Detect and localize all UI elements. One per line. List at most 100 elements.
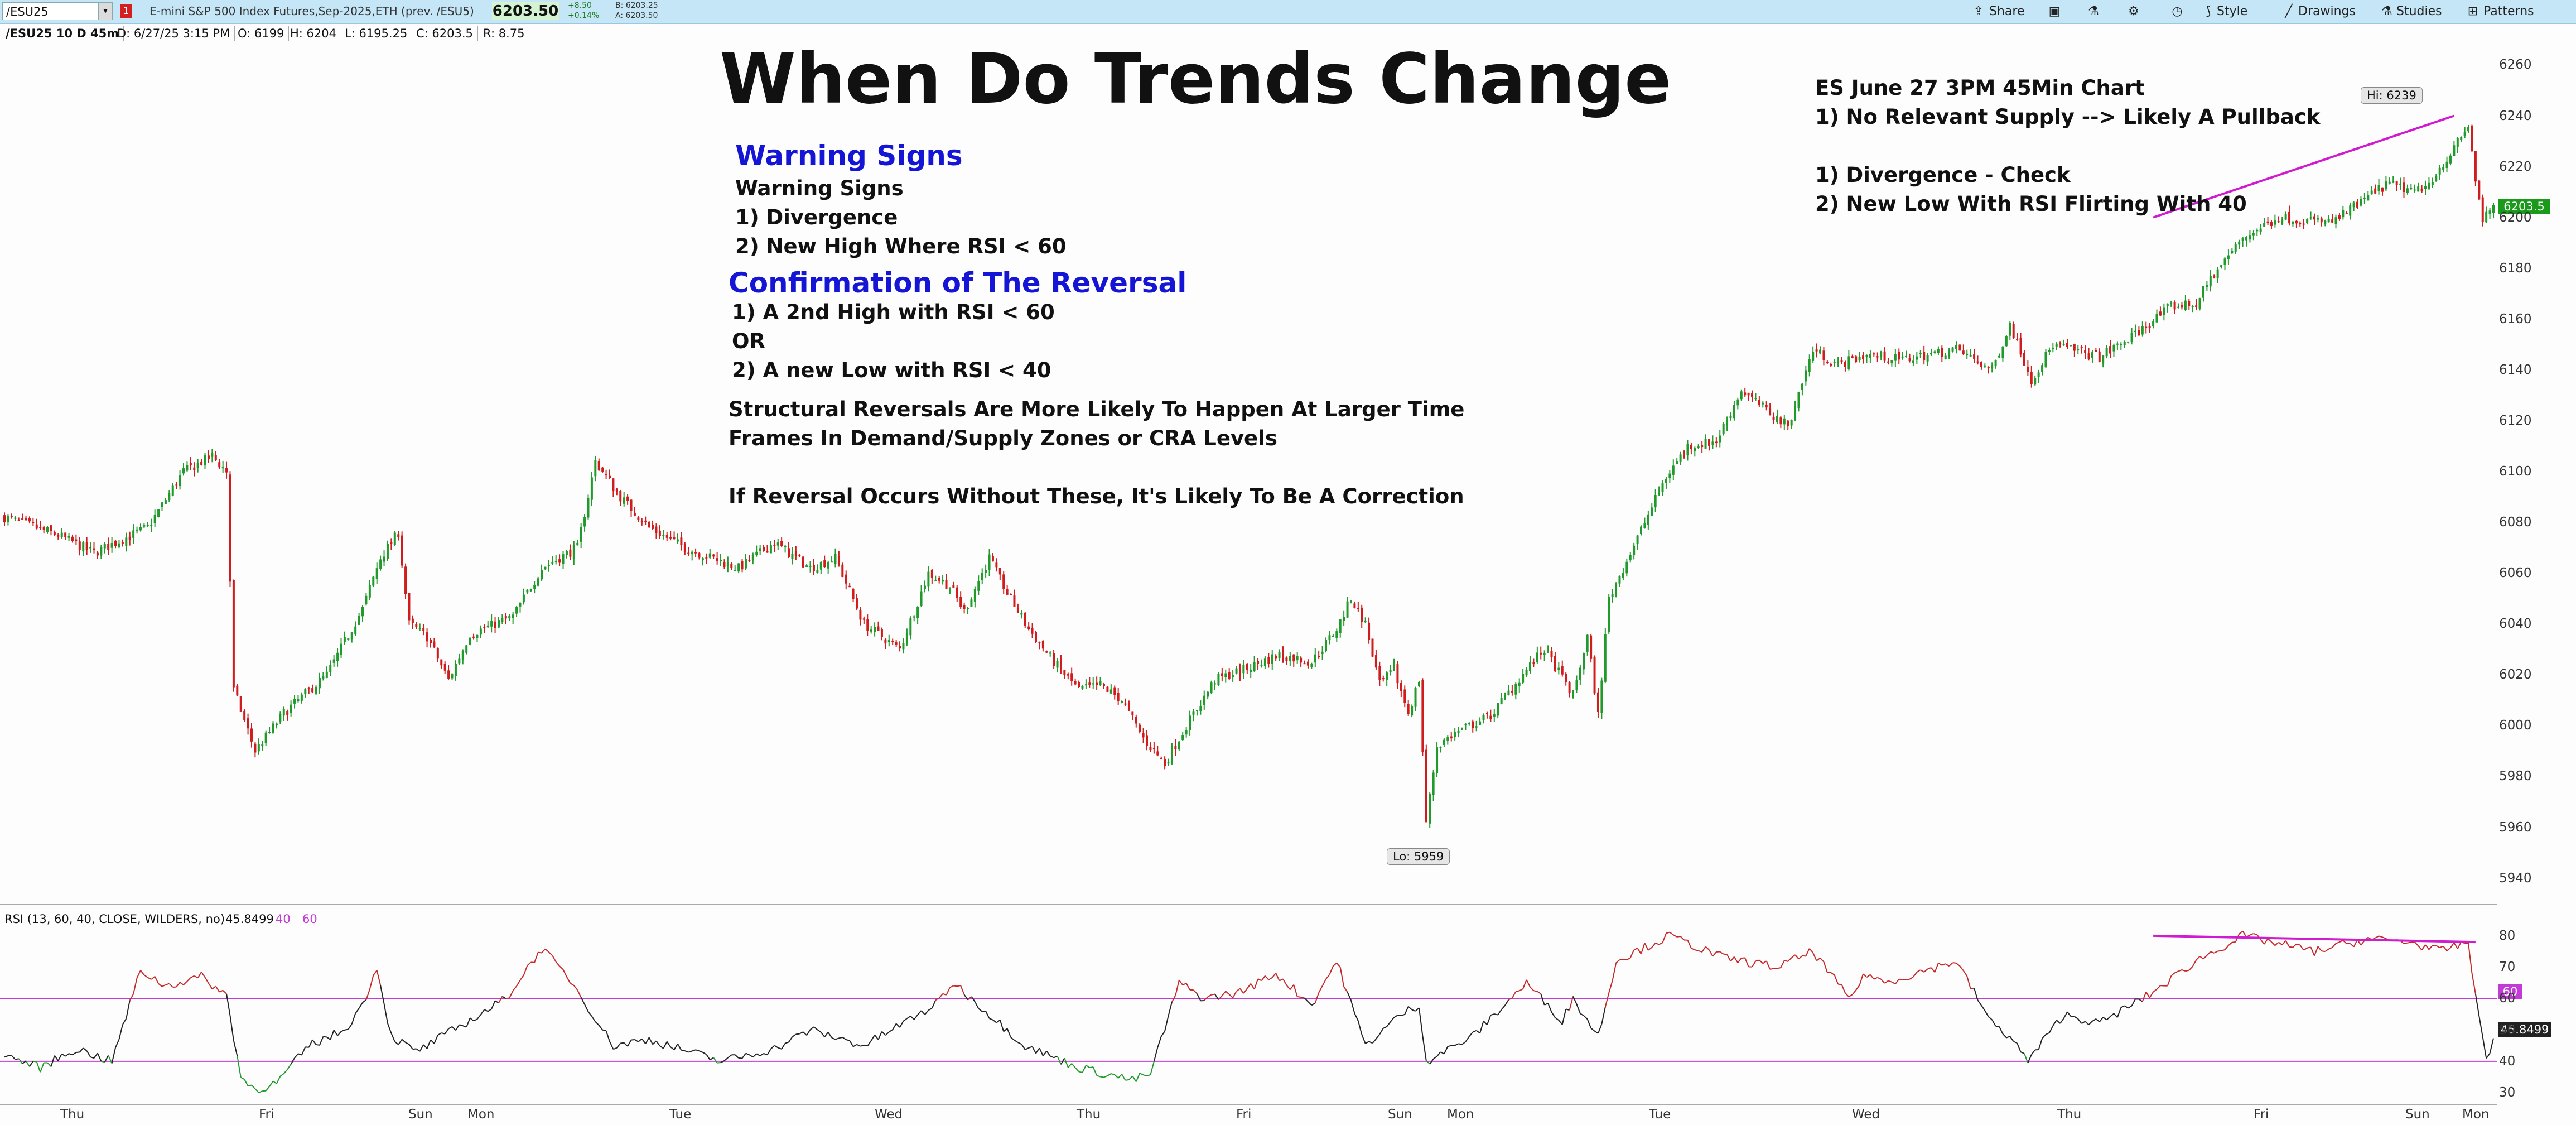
rsi-segment [1483, 1021, 1488, 1026]
clock-icon[interactable]: ◷ [2172, 4, 2183, 18]
percent-change: +0.14% [568, 11, 600, 20]
rsi-segment [2425, 944, 2430, 950]
rsi-segment [108, 1055, 113, 1064]
candle [1980, 361, 1982, 370]
drawings-button[interactable]: Drawings [2298, 4, 2356, 18]
pane-divider[interactable] [0, 904, 2497, 905]
gear-icon[interactable]: ⚙ [2128, 4, 2139, 18]
rsi-segment [1426, 1060, 1430, 1065]
image-icon[interactable]: ▣ [2048, 4, 2061, 18]
candle [186, 461, 189, 472]
rsi-divergence-line[interactable] [2153, 934, 2476, 944]
rsi-segment [111, 1047, 116, 1064]
patterns-button[interactable]: Patterns [2483, 4, 2534, 18]
rsi-segment [61, 1053, 66, 1057]
candle [1156, 745, 1159, 757]
share-icon[interactable]: ⇪ [1973, 4, 1984, 18]
candle [644, 516, 647, 525]
candle [2474, 151, 2477, 186]
rsi-segment [913, 1014, 918, 1020]
style-button[interactable]: Style [2217, 4, 2248, 18]
rsi-segment [548, 951, 553, 956]
rsi-segment [1695, 949, 1699, 951]
candle [848, 583, 851, 588]
rsi-segment [1677, 936, 1681, 938]
candle [959, 591, 962, 610]
rsi-segment [129, 993, 134, 1001]
candle [2435, 174, 2438, 182]
candle [2073, 343, 2076, 357]
candle [1930, 348, 1933, 357]
candle [1733, 401, 1735, 421]
candle [1865, 354, 1868, 363]
studies-button[interactable]: Studies [2396, 4, 2442, 18]
rsi-segment [1537, 991, 1541, 994]
rsi-segment [1197, 993, 1202, 1001]
rsi-segment [480, 1009, 485, 1015]
candle [393, 531, 396, 546]
rsi-segment [778, 1047, 782, 1050]
rsi-segment [831, 1037, 836, 1040]
rsi-segment [2153, 988, 2158, 993]
flask-icon[interactable]: ⚗ [2088, 4, 2099, 18]
rsi-segment [2221, 949, 2225, 951]
time-axis-tick: Mon [467, 1107, 495, 1122]
share-button[interactable]: Share [1989, 4, 2025, 18]
price-divergence-line[interactable] [2153, 114, 2455, 219]
candle [716, 551, 718, 565]
rsi-segment [133, 978, 138, 994]
rsi-segment [165, 983, 170, 985]
candle [447, 665, 450, 680]
rsi-segment [1540, 993, 1545, 1006]
candle [2374, 184, 2377, 194]
candle [1883, 347, 1886, 363]
rsi-segment [2138, 998, 2143, 1002]
rsi-study-label[interactable]: RSI (13, 60, 40, CLOSE, WILDERS, no) [4, 912, 225, 926]
rsi-segment [2027, 1054, 2032, 1064]
rsi-segment [168, 983, 173, 988]
rsi-segment [93, 1052, 98, 1059]
rsi-segment [1974, 988, 1979, 1001]
rsi-segment [1386, 1021, 1391, 1027]
candle [1765, 401, 1768, 411]
candle [648, 521, 650, 528]
patterns-icon[interactable]: ⊞ [2467, 4, 2478, 18]
rsi-segment [949, 985, 954, 988]
last-price: 6203.50 [492, 2, 559, 20]
candle [2485, 206, 2488, 223]
rsi-segment [2278, 941, 2283, 946]
rsi-segment [1017, 1042, 1022, 1045]
style-icon[interactable]: ⟆ [2206, 4, 2211, 18]
candle [1224, 669, 1227, 683]
rsi-segment [2478, 1016, 2483, 1037]
candle [1504, 692, 1507, 700]
rsi-segment [1820, 958, 1825, 963]
rsi-segment [809, 1026, 814, 1030]
candle [2227, 249, 2230, 265]
candle [1812, 346, 1815, 363]
candle [683, 542, 686, 555]
candle [2392, 176, 2395, 184]
rsi-segment [2310, 946, 2315, 956]
candle [698, 552, 701, 560]
drawings-icon[interactable]: ╱ [2285, 4, 2293, 18]
rsi-segment [237, 1056, 242, 1078]
rsi-segment [1164, 1016, 1169, 1032]
rsi-segment [1608, 980, 1613, 993]
rsi-segment [1691, 948, 1695, 951]
candle [701, 557, 704, 566]
rsi-segment [1787, 957, 1792, 962]
candle [605, 469, 607, 479]
link-badge[interactable]: 1 [120, 4, 132, 18]
rsi-segment [208, 983, 213, 989]
symbol-dropdown-icon[interactable]: ▾ [98, 2, 113, 20]
es-note-2: 1) Divergence - Check [1815, 163, 2071, 187]
candle [1707, 439, 1710, 451]
candle [1690, 443, 1692, 455]
candle [2109, 340, 2112, 358]
candle [200, 458, 203, 466]
rsi-segment [953, 985, 957, 987]
symbol-input[interactable]: /ESU25 [2, 2, 113, 20]
studies-icon[interactable]: ⚗ [2381, 4, 2392, 18]
